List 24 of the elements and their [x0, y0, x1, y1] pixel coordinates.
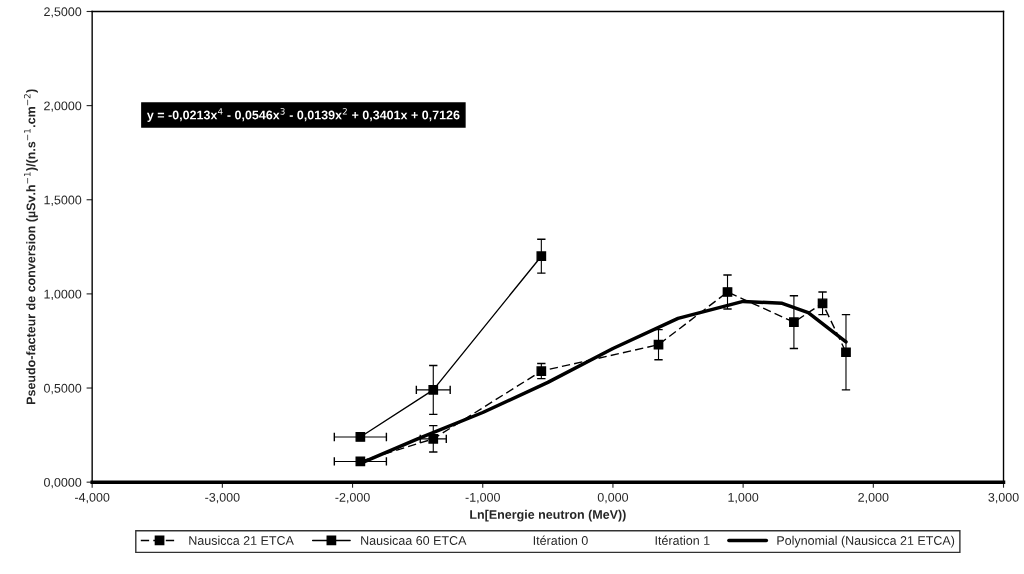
- y-axis-title: Pseudo-facteur de conversion (µSv.h$^{−1}$)/(n.s$^{−1}$.cm$^{−2}$): [23, 89, 38, 405]
- y-tick-label: 1,5000: [44, 195, 82, 206]
- y-tick-label: 0,0000: [44, 477, 82, 489]
- x-tick-label: -3,000: [205, 492, 240, 504]
- annotation: y = -0,0213x$^{4}$ - 0,0546x$^{3}$ - 0,0139x$^{2}$ + 0,3401x + 0,7126: [146, 108, 460, 122]
- y-tick-label: 1,0000: [44, 289, 82, 301]
- x-axis-title: Ln[Energie neutron (MeV)): [470, 509, 626, 522]
- x-tick-label: -4,000: [74, 492, 110, 504]
- x-tick-label: -2,000: [335, 492, 370, 504]
- y-tick-label: 2,0000: [44, 101, 82, 112]
- x-tick-label: 2,000: [858, 492, 889, 504]
- x-tick-label: -1,000: [465, 492, 500, 504]
- x-tick-label: 0,000: [597, 492, 629, 504]
- point: [536, 251, 547, 262]
- y-tick-label: 0,5000: [44, 383, 82, 395]
- text: Itération 0: [533, 535, 588, 545]
- legend-label: Nausicaa 60 ETCA: [361, 535, 467, 545]
- legend-label: Polynomial (Nausicca 21 ETCA): [777, 535, 955, 548]
- y-tick-label: 2,5000: [44, 7, 82, 18]
- legend-label: Nausicca 21 ETCA: [189, 535, 294, 545]
- x-tick-label: 3,000: [988, 492, 1019, 504]
- x-tick-label: 1,000: [728, 492, 759, 504]
- point: [536, 366, 547, 376]
- text: Itération 1: [655, 535, 710, 545]
